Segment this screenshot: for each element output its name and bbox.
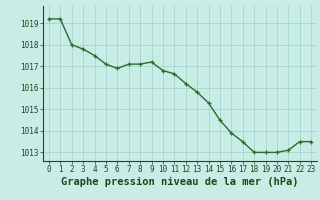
X-axis label: Graphe pression niveau de la mer (hPa): Graphe pression niveau de la mer (hPa) xyxy=(61,177,299,187)
